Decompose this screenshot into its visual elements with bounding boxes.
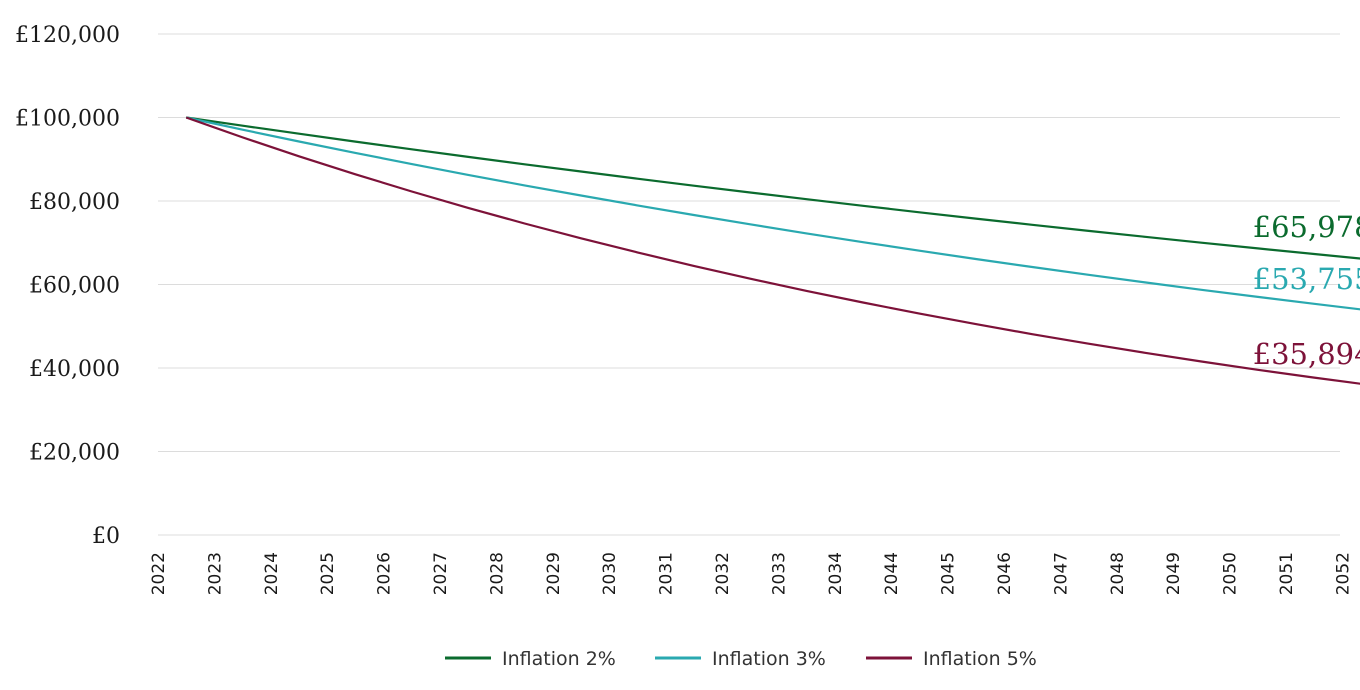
end-value-label: £65,978	[1253, 210, 1360, 244]
x-tick-label: 2029	[544, 552, 564, 595]
x-axis-ticks: 2022 2023 2024 2025 2026 2027 2028 2029 2030 2031…	[149, 552, 1353, 595]
legend-label: Inflation 5%	[923, 648, 1037, 670]
x-tick-label: 2025	[318, 552, 338, 595]
legend-item: Inflation 3%	[655, 648, 826, 670]
y-tick-label: £120,000	[15, 23, 120, 48]
x-tick-label: 2046	[995, 552, 1015, 595]
x-tick-label: 2034	[826, 552, 846, 595]
legend-item: Inflation 2%	[445, 648, 616, 670]
legend: Inflation 2% Inflation 3% Inflation 5%	[445, 648, 1037, 670]
x-tick-label: 2048	[1108, 552, 1128, 595]
x-tick-label: 2026	[375, 552, 395, 595]
series-line-inflation-2-	[186, 116, 1360, 260]
x-tick-label: 2049	[1164, 552, 1184, 595]
gridlines	[158, 33, 1340, 536]
series-line-inflation-5-	[185, 116, 1360, 385]
legend-label: Inflation 2%	[502, 648, 616, 670]
end-labels: £65,978 £53,755 £35,894	[1253, 210, 1360, 371]
x-tick-label: 2033	[769, 552, 789, 595]
legend-label: Inflation 3%	[712, 648, 826, 670]
end-value-label: £53,755	[1253, 262, 1360, 296]
series-line-inflation-3-	[185, 116, 1360, 311]
x-tick-label: 2047	[1051, 552, 1071, 595]
end-value-label: £35,894	[1253, 337, 1360, 371]
x-tick-label: 2031	[657, 552, 677, 595]
y-tick-label: £80,000	[29, 190, 120, 215]
y-tick-label: £60,000	[29, 274, 120, 299]
x-tick-label: 2045	[939, 552, 959, 595]
x-tick-label: 2030	[600, 552, 620, 595]
y-tick-label: £0	[92, 524, 120, 549]
x-tick-label: 2022	[149, 552, 169, 595]
x-tick-label: 2024	[262, 552, 282, 595]
y-tick-label: £40,000	[29, 357, 120, 382]
x-tick-label: 2027	[431, 552, 451, 595]
legend-item: Inflation 5%	[866, 648, 1037, 670]
y-axis-ticks: £0 £20,000 £40,000 £60,000 £80,000 £100,000 £1…	[15, 23, 120, 549]
series-lines	[185, 116, 1360, 385]
x-tick-label: 2051	[1277, 552, 1297, 595]
y-tick-label: £100,000	[15, 107, 120, 132]
x-tick-label: 2044	[882, 552, 902, 595]
x-tick-label: 2028	[487, 552, 507, 595]
x-tick-label: 2032	[713, 552, 733, 595]
x-tick-label: 2052	[1333, 552, 1353, 595]
x-tick-label: 2050	[1221, 552, 1241, 595]
x-tick-label: 2023	[205, 552, 225, 595]
y-tick-label: £20,000	[29, 441, 120, 466]
